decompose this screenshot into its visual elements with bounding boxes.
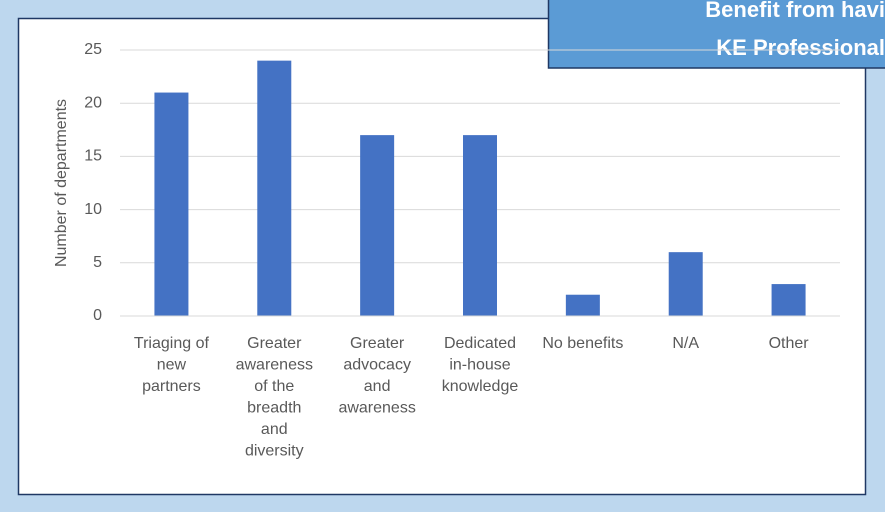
- y-tick-label: 20: [84, 94, 102, 111]
- x-tick-label: Triaging of new partners: [134, 335, 210, 395]
- bar: [257, 60, 292, 316]
- y-tick-label: 15: [84, 148, 102, 165]
- title-box: [547, 0, 885, 69]
- y-tick-label: 0: [93, 307, 102, 324]
- y-tick-label: 25: [84, 41, 102, 58]
- x-tick-label: Dedicated in-house knowledge: [442, 335, 519, 395]
- y-axis-label: Number of departments: [53, 99, 70, 267]
- bar: [463, 135, 497, 316]
- x-tick-label: N/A: [672, 335, 699, 352]
- x-tick-label: Greater awareness of the breadth and diversit…: [236, 335, 313, 460]
- bar: [565, 294, 600, 316]
- bar: [360, 135, 395, 316]
- x-tick-label: No benefits: [542, 335, 623, 352]
- x-tick-label: Other: [769, 335, 810, 352]
- bar: [154, 92, 189, 316]
- chart-title: Benefit from havi: [705, 0, 885, 22]
- bar: [771, 284, 806, 316]
- x-tick-label: Greater advocacy and awareness: [338, 335, 415, 417]
- y-tick-label: 5: [93, 254, 102, 271]
- bar: [668, 252, 703, 316]
- y-tick-label: 10: [84, 201, 102, 218]
- chart-title: KE Professional: [716, 35, 885, 60]
- chart-area: [17, 17, 867, 496]
